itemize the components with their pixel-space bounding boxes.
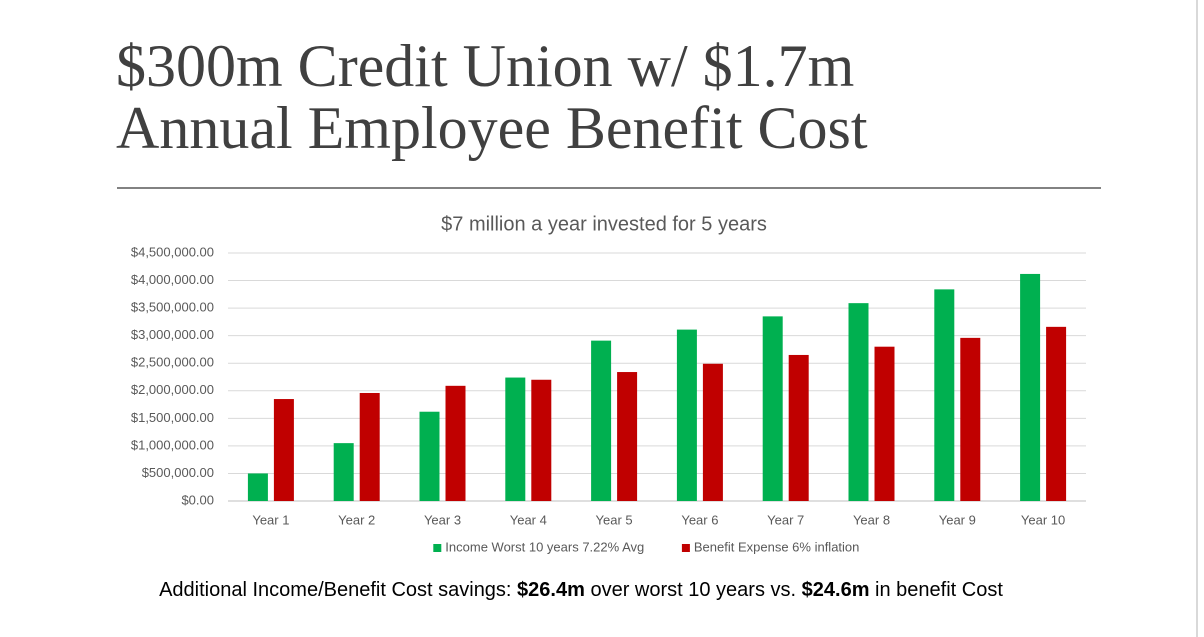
- legend-label: Income Worst 10 years 7.22% Avg: [445, 539, 644, 554]
- slide-title-line: Annual Employee Benefit Cost: [116, 95, 868, 161]
- x-tick-label: Year 9: [939, 512, 976, 527]
- bar: [445, 385, 466, 501]
- footer-figure: $24.6m: [802, 579, 870, 601]
- legend-swatch: [681, 544, 690, 552]
- x-tick-label: Year 6: [681, 512, 718, 527]
- bar: [505, 377, 526, 501]
- y-tick-label: $4,000,000.00: [131, 272, 214, 287]
- bar: [359, 392, 380, 501]
- bar: [1046, 326, 1067, 501]
- bar: [874, 346, 895, 501]
- footer-figure: $26.4m: [517, 579, 585, 601]
- x-tick-label: Year 4: [510, 512, 547, 527]
- bar: [702, 363, 723, 501]
- x-tick-label: Year 1: [252, 512, 289, 527]
- footer-note: Additional Income/Benefit Cost savings: …: [159, 579, 1003, 601]
- bar: [333, 443, 354, 501]
- y-tick-label: $3,000,000.00: [131, 327, 214, 342]
- x-tick-label: Year 3: [424, 512, 461, 527]
- bar: [762, 316, 783, 501]
- x-tick-label: Year 8: [853, 512, 890, 527]
- bar: [960, 337, 981, 501]
- bar: [591, 340, 612, 501]
- y-tick-label: $4,500,000.00: [131, 244, 214, 259]
- x-tick-label: Year 2: [338, 512, 375, 527]
- slide-title-line: $300m Credit Union w/ $1.7m: [116, 33, 854, 99]
- x-tick-label: Year 7: [767, 512, 804, 527]
- y-tick-label: $500,000.00: [142, 465, 214, 480]
- bar: [247, 473, 268, 501]
- bar: [848, 303, 869, 501]
- bar: [676, 329, 697, 501]
- legend-label: Benefit Expense 6% inflation: [694, 539, 860, 554]
- chart-title: $7 million a year invested for 5 years: [441, 213, 767, 235]
- bar: [419, 411, 440, 501]
- legend-swatch: [433, 544, 442, 552]
- bar: [788, 354, 809, 501]
- y-tick-label: $1,500,000.00: [131, 410, 214, 425]
- x-tick-label: Year 5: [596, 512, 633, 527]
- y-tick-label: $0.00: [181, 492, 214, 507]
- bar: [934, 289, 955, 501]
- footer-text: in benefit Cost: [869, 579, 1003, 601]
- y-tick-label: $2,000,000.00: [131, 382, 214, 397]
- bar: [1020, 273, 1041, 501]
- bar: [617, 372, 638, 501]
- footer-text: Additional Income/Benefit Cost savings:: [159, 579, 517, 601]
- y-tick-label: $3,500,000.00: [131, 300, 214, 315]
- y-tick-label: $2,500,000.00: [131, 355, 214, 370]
- bar: [273, 399, 294, 501]
- x-tick-label: Year 10: [1021, 512, 1065, 527]
- footer-text: over worst 10 years vs.: [585, 579, 802, 601]
- bar: [531, 379, 552, 501]
- y-tick-label: $1,000,000.00: [131, 437, 214, 452]
